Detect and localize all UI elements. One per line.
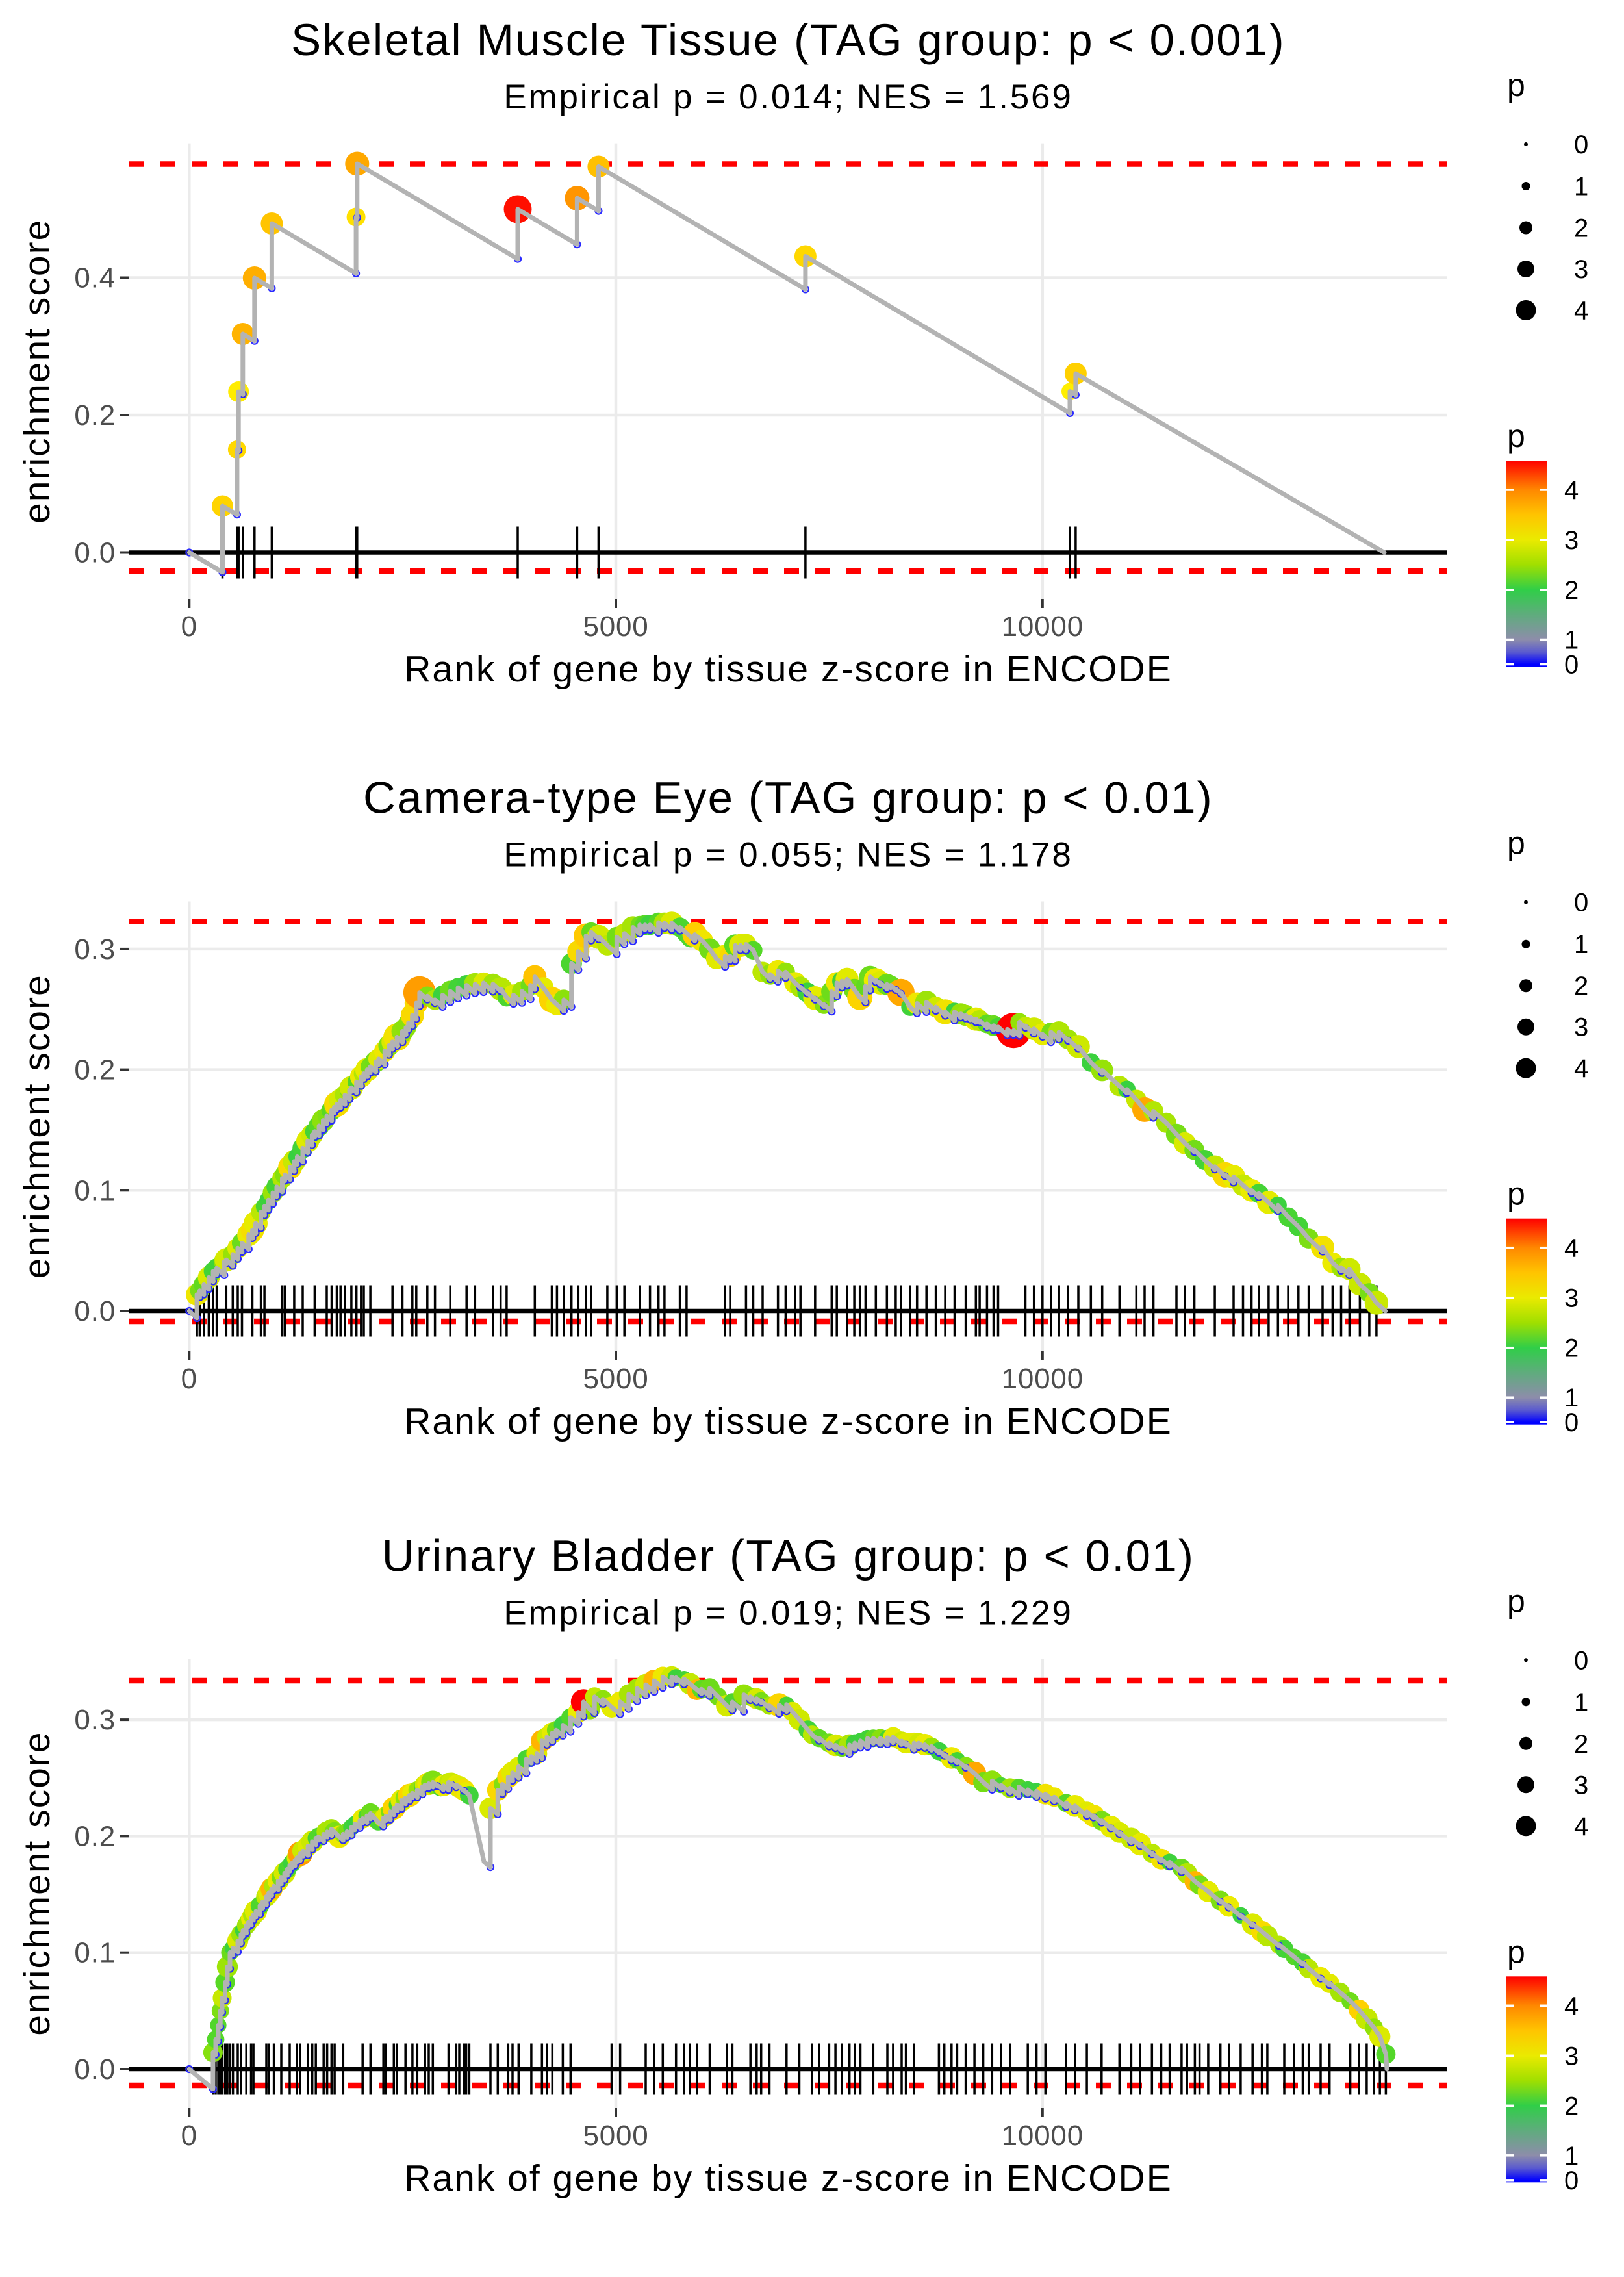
svg-text:0.0: 0.0 bbox=[74, 1295, 116, 1327]
svg-text:0: 0 bbox=[1564, 651, 1579, 680]
svg-text:2: 2 bbox=[1574, 1730, 1588, 1759]
svg-text:0: 0 bbox=[1564, 1408, 1579, 1437]
svg-text:4: 4 bbox=[1564, 1234, 1579, 1263]
svg-text:4: 4 bbox=[1564, 476, 1579, 505]
svg-text:5000: 5000 bbox=[583, 1363, 648, 1395]
svg-text:3: 3 bbox=[1564, 1284, 1579, 1313]
svg-text:1: 1 bbox=[1574, 173, 1588, 201]
svg-text:4: 4 bbox=[1574, 1054, 1588, 1083]
svg-text:10000: 10000 bbox=[1002, 1363, 1084, 1395]
svg-text:0: 0 bbox=[181, 611, 197, 642]
svg-text:enrichment score: enrichment score bbox=[16, 1731, 58, 2035]
svg-text:Empirical p = 0.014; NES = 1.5: Empirical p = 0.014; NES = 1.569 bbox=[503, 78, 1072, 116]
svg-text:Camera-type Eye (TAG group: p: Camera-type Eye (TAG group: p < 0.01) bbox=[363, 773, 1213, 823]
svg-text:5000: 5000 bbox=[583, 2120, 648, 2152]
svg-text:3: 3 bbox=[1574, 1013, 1588, 1042]
svg-text:Rank of gene by tissue z-score: Rank of gene by tissue z-score in ENCODE bbox=[404, 1401, 1172, 1442]
svg-text:3: 3 bbox=[1574, 255, 1588, 284]
svg-text:1: 1 bbox=[1574, 930, 1588, 959]
svg-text:4: 4 bbox=[1574, 1813, 1588, 1841]
svg-text:3: 3 bbox=[1564, 526, 1579, 555]
svg-text:Urinary Bladder (TAG group: p: Urinary Bladder (TAG group: p < 0.01) bbox=[382, 1531, 1195, 1581]
svg-text:10000: 10000 bbox=[1002, 2120, 1084, 2152]
svg-text:2: 2 bbox=[1564, 2092, 1579, 2120]
svg-text:3: 3 bbox=[1564, 2042, 1579, 2070]
svg-text:2: 2 bbox=[1574, 214, 1588, 243]
svg-text:Rank of gene by tissue z-score: Rank of gene by tissue z-score in ENCODE bbox=[404, 2157, 1172, 2199]
svg-text:p: p bbox=[1507, 1176, 1525, 1212]
svg-text:0: 0 bbox=[181, 2120, 197, 2152]
svg-text:0.2: 0.2 bbox=[74, 1054, 116, 1086]
svg-text:0.2: 0.2 bbox=[74, 1820, 116, 1852]
svg-text:enrichment score: enrichment score bbox=[16, 974, 58, 1278]
svg-text:1: 1 bbox=[1564, 626, 1579, 655]
svg-text:0.3: 0.3 bbox=[74, 1704, 116, 1736]
svg-text:p: p bbox=[1507, 1583, 1525, 1619]
svg-text:p: p bbox=[1507, 418, 1525, 454]
svg-text:2: 2 bbox=[1574, 972, 1588, 1000]
svg-text:Rank of gene by tissue z-score: Rank of gene by tissue z-score in ENCODE bbox=[404, 648, 1172, 690]
svg-text:enrichment score: enrichment score bbox=[16, 219, 58, 524]
svg-text:0: 0 bbox=[1574, 889, 1588, 917]
svg-text:0: 0 bbox=[1574, 131, 1588, 159]
svg-text:0.0: 0.0 bbox=[74, 2054, 116, 2085]
svg-text:0.1: 0.1 bbox=[74, 1175, 116, 1206]
svg-text:0.0: 0.0 bbox=[74, 537, 116, 569]
svg-text:0.3: 0.3 bbox=[74, 934, 116, 965]
svg-text:p: p bbox=[1507, 1933, 1525, 1970]
svg-text:10000: 10000 bbox=[1002, 611, 1084, 642]
svg-text:4: 4 bbox=[1574, 297, 1588, 325]
svg-text:0: 0 bbox=[181, 1363, 197, 1395]
svg-text:p: p bbox=[1507, 825, 1525, 861]
svg-text:5000: 5000 bbox=[583, 611, 648, 642]
svg-text:0: 0 bbox=[1574, 1646, 1588, 1675]
svg-text:4: 4 bbox=[1564, 1992, 1579, 2020]
svg-text:1: 1 bbox=[1574, 1688, 1588, 1717]
svg-text:0.4: 0.4 bbox=[74, 262, 116, 294]
svg-text:p: p bbox=[1507, 67, 1525, 103]
svg-text:1: 1 bbox=[1564, 2142, 1579, 2170]
svg-text:2: 2 bbox=[1564, 1334, 1579, 1363]
svg-text:0.2: 0.2 bbox=[74, 400, 116, 431]
svg-text:2: 2 bbox=[1564, 576, 1579, 605]
svg-text:0.1: 0.1 bbox=[74, 1937, 116, 1969]
svg-text:Empirical p = 0.019; NES = 1.2: Empirical p = 0.019; NES = 1.229 bbox=[503, 1594, 1072, 1632]
svg-text:3: 3 bbox=[1574, 1771, 1588, 1800]
svg-text:0: 0 bbox=[1564, 2167, 1579, 2195]
svg-text:Skeletal Muscle Tissue (TAG gr: Skeletal Muscle Tissue (TAG group: p < 0… bbox=[291, 15, 1286, 65]
svg-text:Empirical p = 0.055; NES = 1.1: Empirical p = 0.055; NES = 1.178 bbox=[503, 836, 1072, 874]
svg-text:1: 1 bbox=[1564, 1384, 1579, 1412]
